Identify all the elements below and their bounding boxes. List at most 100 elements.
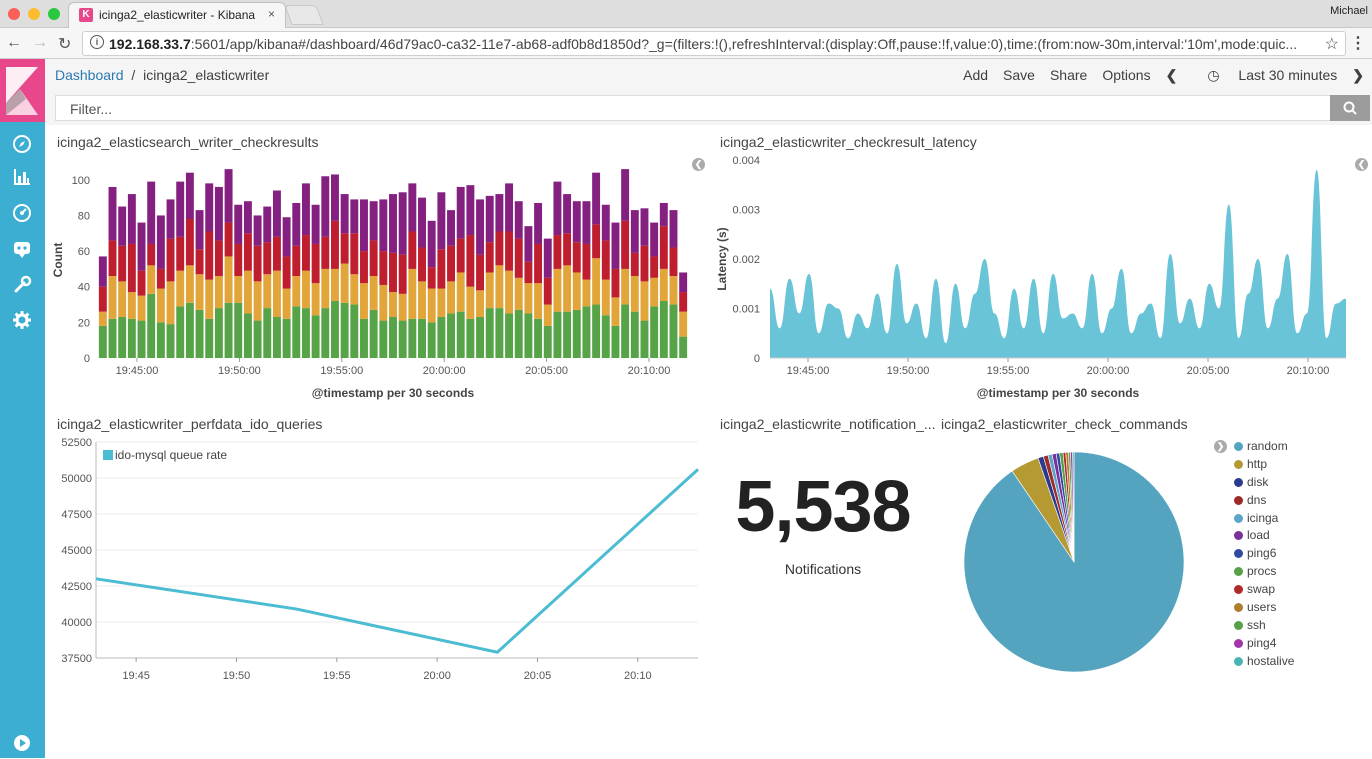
minimize-window-button[interactable] [28,8,40,20]
legend-item[interactable]: users [1234,600,1294,618]
legend-item[interactable]: random [1234,439,1294,457]
bar-segment [214,240,223,277]
bar-segment [659,268,668,301]
dev-tools-wrench-icon[interactable] [11,275,33,297]
legend-item[interactable]: swap [1234,582,1294,600]
bar-segment [669,247,678,277]
bar-segment [592,224,601,259]
bar-segment [272,270,281,318]
legend-dot-icon [1234,477,1243,487]
kibana-logo-icon[interactable] [0,59,45,122]
time-back-chevron-icon[interactable]: ❮ [1165,67,1178,83]
url-host: 192.168.33.7 [109,36,191,52]
legend-item[interactable]: icinga [1234,511,1294,529]
bar-segment [601,279,610,316]
bar-segment [98,286,107,312]
bar-segment [127,318,136,358]
bar-segment [601,240,610,280]
legend-item[interactable]: procs [1234,564,1294,582]
bar-segment [630,252,639,277]
y-tick-label: 52500 [61,437,92,449]
collapse-sidebar-play-icon[interactable] [11,733,33,755]
bar-segment [659,300,668,358]
bar-segment [611,297,620,326]
bar-segment [640,245,649,282]
bar-segment [485,195,494,243]
bar-segment [340,302,349,358]
forward-arrow-icon[interactable]: → [32,34,48,51]
legend-item[interactable]: ping4 [1234,636,1294,654]
bar-segment [195,274,204,310]
legend-item[interactable]: http [1234,457,1294,475]
timelion-shield-icon[interactable] [11,239,33,261]
time-picker-button[interactable]: ◷ Last 30 minutes [1192,67,1337,84]
bar-segment [263,274,272,309]
legend-label: load [1247,528,1270,543]
legend-item[interactable]: disk [1234,475,1294,493]
new-tab-button[interactable] [284,5,324,25]
discover-compass-icon[interactable] [11,134,33,156]
browser-menu-icon[interactable]: ⋮ [1350,35,1366,52]
maximize-window-button[interactable] [48,8,60,20]
bar-segment [340,194,349,234]
bar-segment [582,201,591,244]
bookmark-star-icon[interactable]: ☆ [1324,36,1339,53]
options-button[interactable]: Options [1102,67,1151,83]
visualize-chart-icon[interactable] [11,167,33,189]
y-tick-label: 42500 [61,581,92,593]
legend-item[interactable]: hostalive [1234,654,1294,672]
bar-segment [447,245,455,282]
bar-segment [321,268,330,309]
browser-tab[interactable]: K icinga2_elasticwriter - Kibana × [68,2,286,28]
legend-item[interactable]: load [1234,528,1294,546]
filter-bar: Filter... [45,91,1372,125]
bar-segment [147,265,156,294]
bar-segment [360,199,368,252]
legend-toggle-icon[interactable]: ❮ [692,158,705,171]
share-button[interactable]: Share [1049,67,1088,83]
bar-segment [650,277,659,307]
info-icon[interactable]: i [90,35,104,49]
legend-item[interactable]: ping6 [1234,546,1294,564]
bar-segment [98,256,107,287]
x-tick-label: 20:00:00 [1087,365,1130,377]
breadcrumb-dashboard-link[interactable]: Dashboard [55,67,124,83]
legend-dot-icon [1234,459,1243,469]
filter-input[interactable]: Filter... [55,95,1331,121]
bar-segment [389,317,397,358]
x-tick-label: 20:05 [524,670,552,682]
legend-item[interactable]: ssh [1234,618,1294,636]
x-tick-label: 19:50:00 [887,365,930,377]
x-tick-label: 19:55 [323,670,351,682]
address-bar[interactable]: i 192.168.33.7:5601/app/kibana#/dashboar… [82,31,1346,56]
legend-toggle-icon[interactable]: ❮ [1355,158,1368,171]
bar-segment [640,281,649,321]
time-forward-chevron-icon[interactable]: ❯ [1352,67,1364,83]
bar-segment [234,276,243,303]
bar-segment [466,286,475,319]
bar-segment [572,201,581,243]
profile-name[interactable]: Michael [1330,5,1368,17]
back-arrow-icon[interactable]: ← [6,34,22,51]
legend-item[interactable]: dns [1234,493,1294,511]
bar-segment [214,276,223,309]
time-picker-label: Last 30 minutes [1238,67,1338,83]
tab-close-icon[interactable]: × [267,7,275,21]
management-gear-icon[interactable] [11,310,33,332]
bar-segment [543,304,552,326]
add-button[interactable]: Add [963,67,989,83]
ido-line-chart: 37500 40000 42500 45000 47500 50000 52500 19:45… [61,437,700,682]
bar-segment [640,320,649,358]
y-axis-title: Count [52,243,65,278]
bar-segment [195,210,204,250]
latency-area-chart: 0 0.001 0.002 0.003 0.004 Latency (s) 19:45:00… [715,155,1346,400]
x-tick-label: 19:45:00 [116,365,159,377]
dashboard-gauge-icon[interactable] [11,203,33,225]
save-button[interactable]: Save [1003,67,1035,83]
legend-toggle-icon[interactable]: ❯ [1214,440,1227,453]
bar-segment [679,311,688,337]
close-window-button[interactable] [8,8,20,20]
bar-segment [621,169,630,221]
reload-icon[interactable]: ↻ [58,36,72,53]
search-button[interactable] [1330,95,1370,121]
